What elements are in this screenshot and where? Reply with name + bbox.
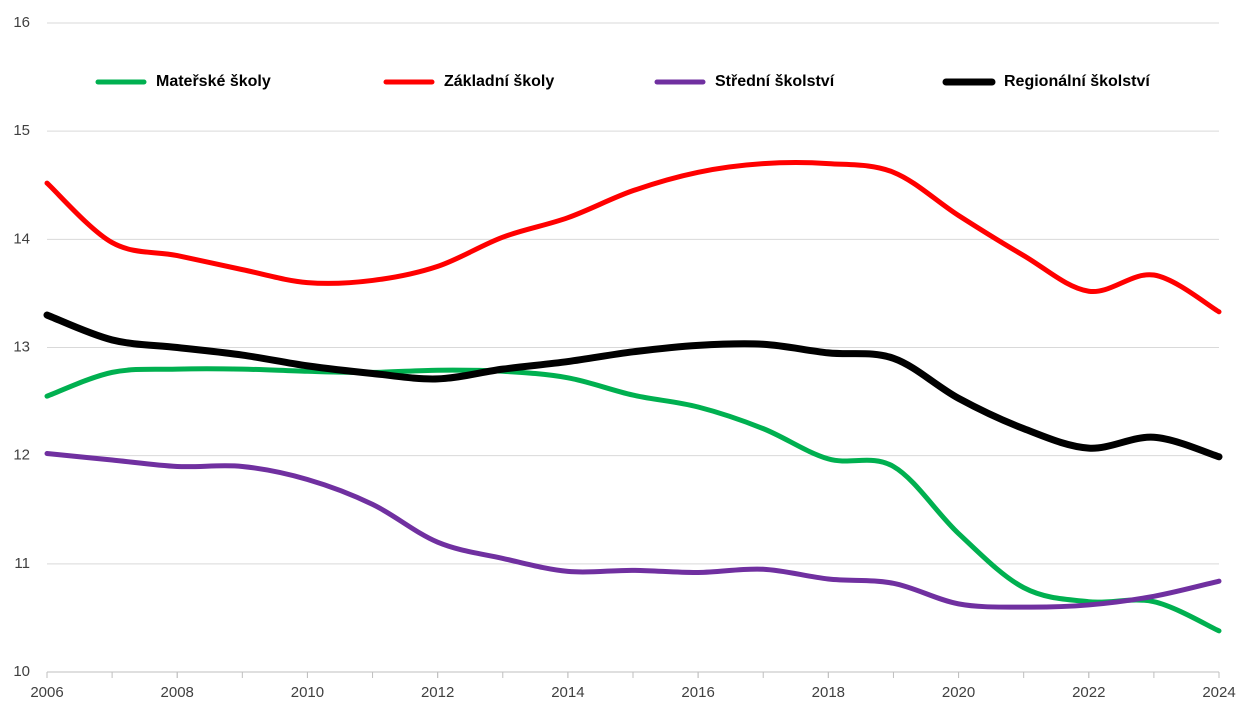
legend-label: Mateřské školy — [156, 73, 271, 90]
x-tick-label: 2020 — [942, 684, 975, 701]
x-tick-label: 2018 — [812, 684, 845, 701]
y-tick-label: 10 — [13, 663, 30, 680]
x-tick-label: 2022 — [1072, 684, 1105, 701]
legend-label: Základní školy — [444, 73, 554, 90]
y-tick-label: 11 — [14, 555, 30, 572]
y-tick-label: 14 — [13, 230, 30, 247]
x-tick-label: 2014 — [551, 684, 584, 701]
series-line — [44, 366, 1222, 634]
legend-label: Regionální školství — [1004, 73, 1150, 90]
series-line — [44, 160, 1222, 315]
y-tick-label: 13 — [13, 338, 30, 355]
x-tick-label: 2016 — [681, 684, 714, 701]
x-tick-label: 2006 — [30, 684, 63, 701]
series-line — [44, 451, 1222, 610]
y-tick-label: 16 — [13, 14, 30, 31]
y-tick-label: 15 — [13, 122, 30, 139]
x-tick-label: 2010 — [291, 684, 324, 701]
series-line — [43, 311, 1223, 461]
x-tick-label: 2008 — [161, 684, 194, 701]
x-tick-label: 2012 — [421, 684, 454, 701]
legend-label: Střední školství — [715, 73, 835, 90]
x-tick-label: 2024 — [1202, 684, 1235, 701]
y-tick-label: 12 — [13, 447, 30, 464]
